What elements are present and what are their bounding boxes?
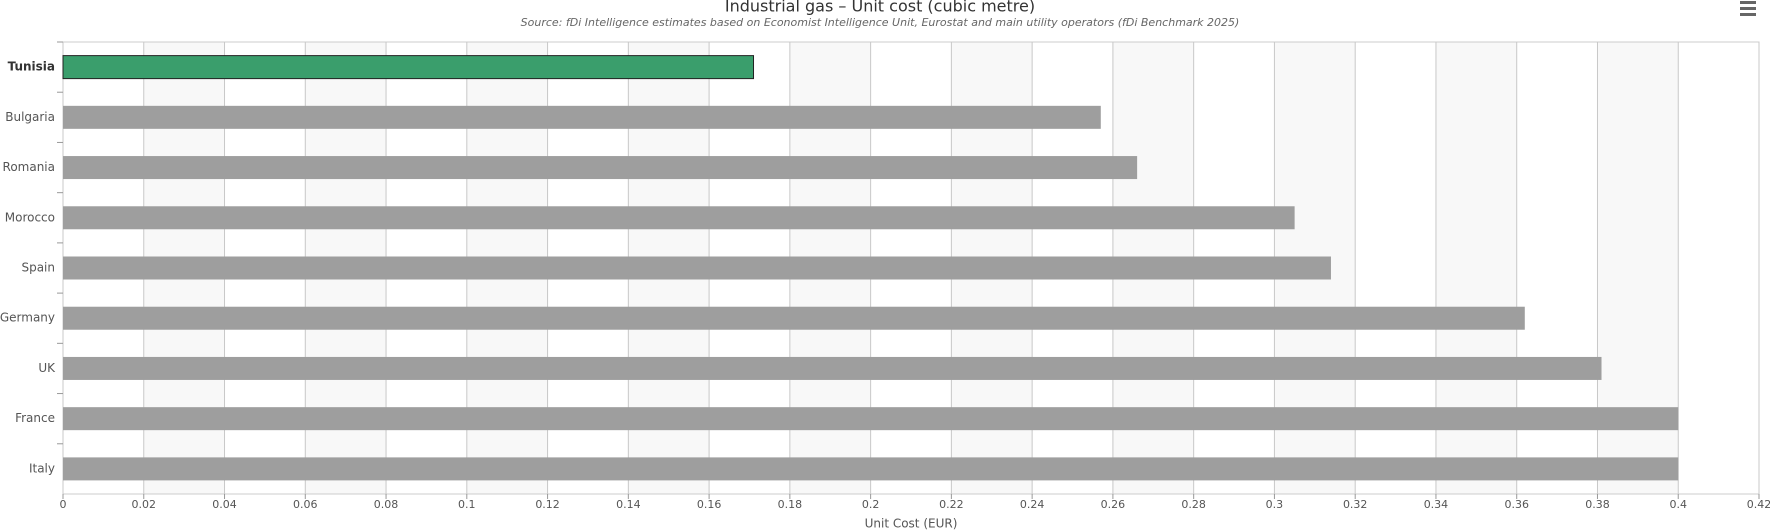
- x-tick-label: 0.16: [697, 498, 722, 511]
- x-tick-label: 0.24: [1020, 498, 1045, 511]
- y-tick-label: Italy: [29, 461, 55, 475]
- x-tick-label: 0.06: [293, 498, 318, 511]
- x-tick-label: 0.02: [132, 498, 157, 511]
- bar: [63, 156, 1138, 180]
- bar: [62, 55, 755, 80]
- x-tick-label: 0: [60, 498, 67, 511]
- x-tick-label: 0.2: [862, 498, 880, 511]
- bar: [63, 457, 1679, 481]
- chart-subtitle: Source: fDi Intelligence estimates based…: [521, 16, 1240, 29]
- x-tick-label: 0.42: [1747, 498, 1770, 511]
- y-tick-label: Morocco: [5, 210, 55, 224]
- x-tick-label: 0.3: [1266, 498, 1284, 511]
- y-tick-label: France: [15, 411, 55, 425]
- menu-line: [1740, 7, 1756, 10]
- x-tick-label: 0.36: [1504, 498, 1529, 511]
- bar: [63, 407, 1679, 431]
- y-tick-label: Bulgaria: [5, 110, 55, 124]
- bar: [63, 206, 1295, 230]
- chart-title: Industrial gas – Unit cost (cubic metre): [725, 0, 1035, 16]
- y-tick-label: Spain: [21, 261, 55, 275]
- menu-line: [1740, 1, 1756, 4]
- y-tick-label: Tunisia: [8, 60, 55, 74]
- x-tick-label: 0.26: [1101, 498, 1126, 511]
- y-tick-label: Germany: [0, 311, 55, 325]
- x-tick-label: 0.28: [1181, 498, 1206, 511]
- x-tick-label: 0.4: [1669, 498, 1687, 511]
- bar: [63, 356, 1602, 380]
- bar: [63, 105, 1101, 129]
- x-tick-label: 0.34: [1424, 498, 1449, 511]
- x-tick-label: 0.12: [535, 498, 560, 511]
- x-tick-label: 0.22: [939, 498, 964, 511]
- bar: [63, 306, 1525, 330]
- x-tick-label: 0.08: [374, 498, 399, 511]
- menu-button[interactable]: [1740, 1, 1756, 16]
- menu-line: [1740, 13, 1756, 16]
- x-tick-label: 0.1: [458, 498, 476, 511]
- x-tick-label: 0.38: [1585, 498, 1610, 511]
- x-tick-label: 0.14: [616, 498, 641, 511]
- x-axis-title: Unit Cost (EUR): [865, 517, 958, 530]
- x-tick-label: 0.04: [212, 498, 237, 511]
- y-tick-label: Romania: [3, 160, 55, 174]
- x-tick-label: 0.32: [1343, 498, 1368, 511]
- x-tick-label: 0.18: [778, 498, 803, 511]
- bar: [63, 256, 1331, 280]
- y-tick-label: UK: [38, 361, 56, 375]
